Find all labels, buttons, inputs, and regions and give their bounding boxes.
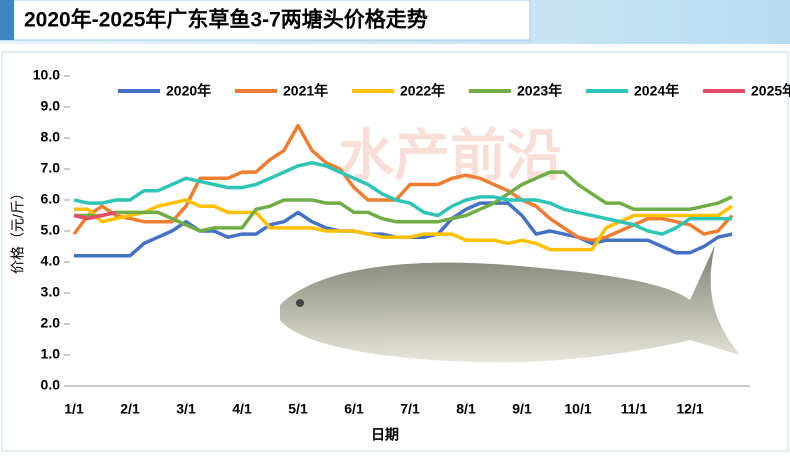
x-tick-label: 12/1 <box>676 401 703 417</box>
legend-label: 2024年 <box>634 83 679 99</box>
x-tick-label: 3/1 <box>176 401 196 417</box>
y-tick-label: 7.0 <box>41 160 61 176</box>
watermark: 水产前沿 <box>338 124 562 187</box>
series-line <box>72 123 734 243</box>
x-tick-label: 4/1 <box>232 401 252 417</box>
legend-label: 2021年 <box>283 83 328 99</box>
x-tick-label: 11/1 <box>621 401 648 417</box>
x-tick-label: 5/1 <box>288 401 308 417</box>
x-tick-label: 10/1 <box>564 401 591 417</box>
y-tick-label: 10.0 <box>33 67 60 83</box>
y-tick-label: 0.0 <box>41 377 61 393</box>
x-tick-label: 6/1 <box>344 401 364 417</box>
y-tick-label: 4.0 <box>41 253 61 269</box>
y-axis-title: 价格（元/斤） <box>10 186 26 274</box>
y-tick-label: 5.0 <box>41 222 61 238</box>
y-tick-label: 3.0 <box>41 284 61 300</box>
y-tick-label: 2.0 <box>41 315 61 331</box>
legend-label: 2023年 <box>517 83 562 99</box>
chart-title: 2020年-2025年广东草鱼3-7两塘头价格走势 <box>24 8 428 32</box>
y-tick-label: 1.0 <box>41 346 61 362</box>
legend-label: 2022年 <box>400 83 445 99</box>
x-tick-label: 7/1 <box>400 401 420 417</box>
series-line <box>73 161 732 236</box>
title-box <box>0 0 531 41</box>
x-tick-label: 2/1 <box>120 401 140 417</box>
series-line <box>73 210 117 221</box>
y-tick-label: 8.0 <box>41 129 61 145</box>
series-line <box>74 170 733 233</box>
y-tick-label: 6.0 <box>41 191 61 207</box>
legend-label: 2020年 <box>166 83 211 99</box>
legend-label: 2025年 <box>751 83 790 99</box>
title-accent <box>0 0 14 40</box>
fish-image <box>280 245 740 363</box>
x-tick-label: 9/1 <box>512 401 532 417</box>
x-tick-label: 8/1 <box>456 401 476 417</box>
y-tick-label: 9.0 <box>41 98 61 114</box>
x-tick-label: 1/1 <box>64 401 84 417</box>
x-axis-title: 日期 <box>371 427 399 443</box>
